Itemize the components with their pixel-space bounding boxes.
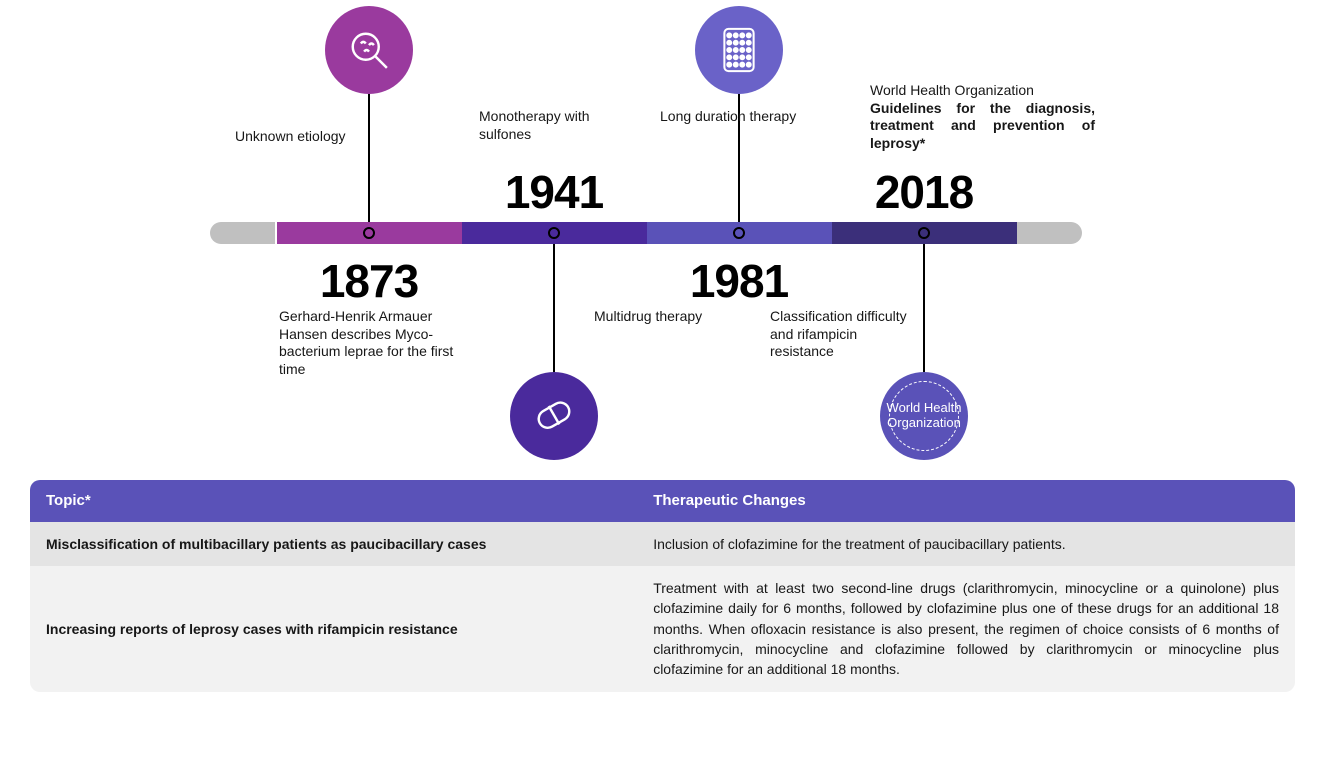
year-1981: 1981 — [690, 254, 788, 308]
year-2018: 2018 — [875, 165, 973, 219]
label-bottom-1873: Gerhard-Henrik Armauer Hansen describes … — [279, 308, 459, 378]
label-top-1941: Monotherapy with sulfones — [479, 108, 629, 143]
who-guidelines-text: World Health OrganizationGuidelines for … — [870, 82, 1095, 152]
label-bottom-1941: Multidrug therapy — [594, 308, 714, 326]
axis-dot-1981 — [733, 227, 745, 239]
cell-topic: Increasing reports of leprosy cases with… — [30, 566, 637, 691]
label-top-1981: Long duration therapy — [660, 108, 800, 126]
connector-2018 — [923, 244, 925, 372]
cell-change: Treatment with at least two second-line … — [637, 566, 1295, 691]
table-header-row: Topic* Therapeutic Changes — [30, 480, 1295, 522]
blister-icon — [695, 6, 783, 94]
header-changes: Therapeutic Changes — [637, 480, 1295, 522]
connector-1941 — [553, 244, 555, 372]
table-row: Misclassification of multibacillary pati… — [30, 522, 1295, 566]
cell-change: Inclusion of clofazimine for the treatme… — [637, 522, 1295, 566]
therapeutic-changes-table: Topic* Therapeutic Changes Misclassifica… — [30, 480, 1295, 692]
axis-dot-2018 — [918, 227, 930, 239]
cell-topic: Misclassification of multibacillary pati… — [30, 522, 637, 566]
label-bottom-1981: Classification difficulty and rifampicin… — [770, 308, 910, 361]
year-1941: 1941 — [505, 165, 603, 219]
pill-icon — [510, 372, 598, 460]
axis-cap-left — [210, 222, 275, 244]
header-topic: Topic* — [30, 480, 637, 522]
year-1873: 1873 — [320, 254, 418, 308]
label-top-1873: Unknown etiology — [235, 128, 385, 146]
table-row: Increasing reports of leprosy cases with… — [30, 566, 1295, 691]
axis-cap-right — [1017, 222, 1082, 244]
who-icon: World HealthOrganization — [880, 372, 968, 460]
axis-dot-1873 — [363, 227, 375, 239]
axis-dot-1941 — [548, 227, 560, 239]
connector-1873 — [368, 94, 370, 222]
microscope-icon — [325, 6, 413, 94]
who-logo-text: World HealthOrganization — [887, 401, 962, 431]
timeline: 1873 Unknown etiology Gerhard-Henrik Armau… — [0, 0, 1325, 470]
